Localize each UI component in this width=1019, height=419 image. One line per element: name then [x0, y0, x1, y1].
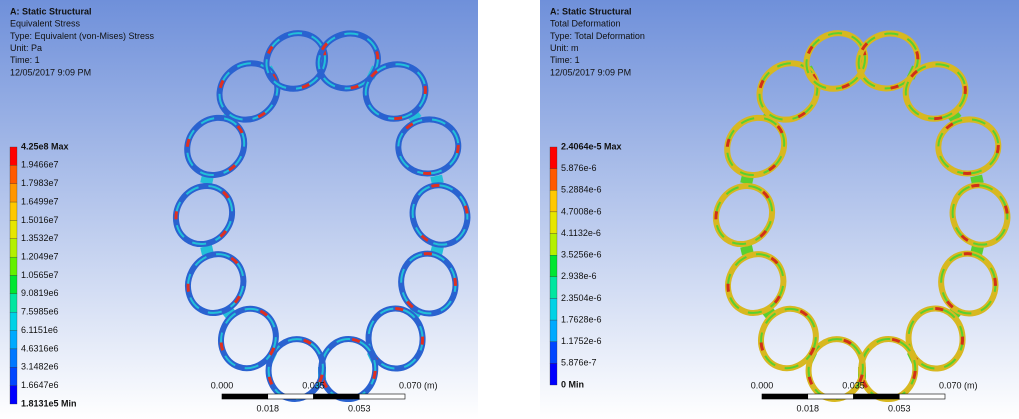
- legend-label: 1.1752e-6: [561, 336, 602, 346]
- legend-label: 5.876e-7: [561, 358, 597, 368]
- legend-label: 1.0565e7: [21, 270, 59, 280]
- legend-swatch: [550, 320, 557, 342]
- header-line: Type: Equivalent (von-Mises) Stress: [10, 31, 155, 41]
- legend-label: 9.0819e6: [21, 288, 59, 298]
- legend-swatch: [550, 190, 557, 212]
- scale-label: 0.018: [256, 403, 279, 413]
- scale-segment: [899, 394, 945, 399]
- legend-label: 0 Min: [561, 379, 584, 389]
- legend-label: 6.1151e6: [21, 325, 58, 335]
- header-line: A: Static Structural: [10, 6, 92, 16]
- header-line: Time: 1: [10, 55, 40, 65]
- legend-label: 2.4064e-5 Max: [561, 141, 622, 151]
- scale-label: 0.035: [302, 380, 325, 390]
- legend-swatch: [550, 255, 557, 277]
- legend-label: 1.7983e7: [21, 178, 59, 188]
- legend-label: 1.2049e7: [21, 252, 59, 262]
- scale-label: 0.035: [842, 380, 865, 390]
- legend-swatch: [10, 386, 17, 404]
- legend-label: 7.5985e6: [21, 307, 59, 317]
- legend-swatch: [550, 212, 557, 234]
- header-line: 12/05/2017 9:09 PM: [550, 67, 631, 77]
- scale-label: 0.053: [888, 403, 911, 413]
- scale-label: 0.053: [348, 403, 371, 413]
- legend-label: 4.6316e6: [21, 343, 59, 353]
- legend-swatch: [550, 277, 557, 299]
- legend-swatch: [550, 169, 557, 191]
- scale-segment: [762, 394, 808, 399]
- header-line: Total Deformation: [550, 19, 621, 29]
- scale-segment: [359, 394, 405, 399]
- legend-label: 1.5016e7: [21, 215, 59, 225]
- legend-label: 5.2884e-6: [561, 185, 602, 195]
- legend-swatch: [10, 276, 17, 294]
- legend-swatch: [550, 147, 557, 169]
- screenshot: A: Static Structural Equivalent Stress Typ…: [0, 0, 1019, 419]
- legend-label: 1.7628e-6: [561, 314, 602, 324]
- legend-swatch: [10, 367, 17, 385]
- legend-label: 3.5256e-6: [561, 250, 602, 260]
- header-line: Time: 1: [550, 55, 580, 65]
- legend-swatch: [10, 239, 17, 257]
- header-line: Type: Total Deformation: [550, 31, 645, 41]
- legend-swatch: [10, 147, 17, 165]
- scale-segment: [854, 394, 900, 399]
- legend-label: 1.3532e7: [21, 233, 59, 243]
- legend-label: 1.6499e7: [21, 196, 59, 206]
- legend-swatch: [10, 349, 17, 367]
- legend-label: 2.3504e-6: [561, 293, 602, 303]
- scale-label: 0.070 (m): [939, 380, 978, 390]
- header-line: Equivalent Stress: [10, 19, 81, 29]
- header-line: 12/05/2017 9:09 PM: [10, 67, 91, 77]
- legend-swatch: [550, 363, 557, 385]
- header-line: A: Static Structural: [550, 6, 632, 16]
- legend-swatch: [10, 184, 17, 202]
- legend-swatch: [10, 165, 17, 183]
- legend-swatch: [550, 234, 557, 256]
- legend-swatch: [10, 331, 17, 349]
- legend-swatch: [10, 294, 17, 312]
- scale-segment: [268, 394, 314, 399]
- legend-swatch: [10, 257, 17, 275]
- legend-label: 5.876e-6: [561, 163, 597, 173]
- scale-label: 0.018: [796, 403, 819, 413]
- scale-segment: [222, 394, 268, 399]
- legend-swatch: [10, 202, 17, 220]
- scale-segment: [314, 394, 360, 399]
- header-line: Unit: Pa: [10, 43, 42, 53]
- scale-label: 0.000: [751, 380, 774, 390]
- legend-swatch: [10, 220, 17, 238]
- legend-swatch: [10, 312, 17, 330]
- legend-label: 4.7008e-6: [561, 206, 602, 216]
- legend-label: 4.25e8 Max: [21, 141, 69, 151]
- legend-label: 3.1482e6: [21, 362, 59, 372]
- legend-label: 2.938e-6: [561, 271, 597, 281]
- legend-swatch: [550, 298, 557, 320]
- legend-label: 1.6647e6: [21, 380, 59, 390]
- header-line: Unit: m: [550, 43, 579, 53]
- legend-label: 4.1132e-6: [561, 228, 601, 238]
- legend-label: 1.9466e7: [21, 160, 59, 170]
- scale-label: 0.000: [211, 380, 234, 390]
- legend-swatch: [550, 342, 557, 364]
- legend-label: 1.8131e5 Min: [21, 398, 77, 408]
- scale-segment: [808, 394, 854, 399]
- scale-label: 0.070 (m): [399, 380, 438, 390]
